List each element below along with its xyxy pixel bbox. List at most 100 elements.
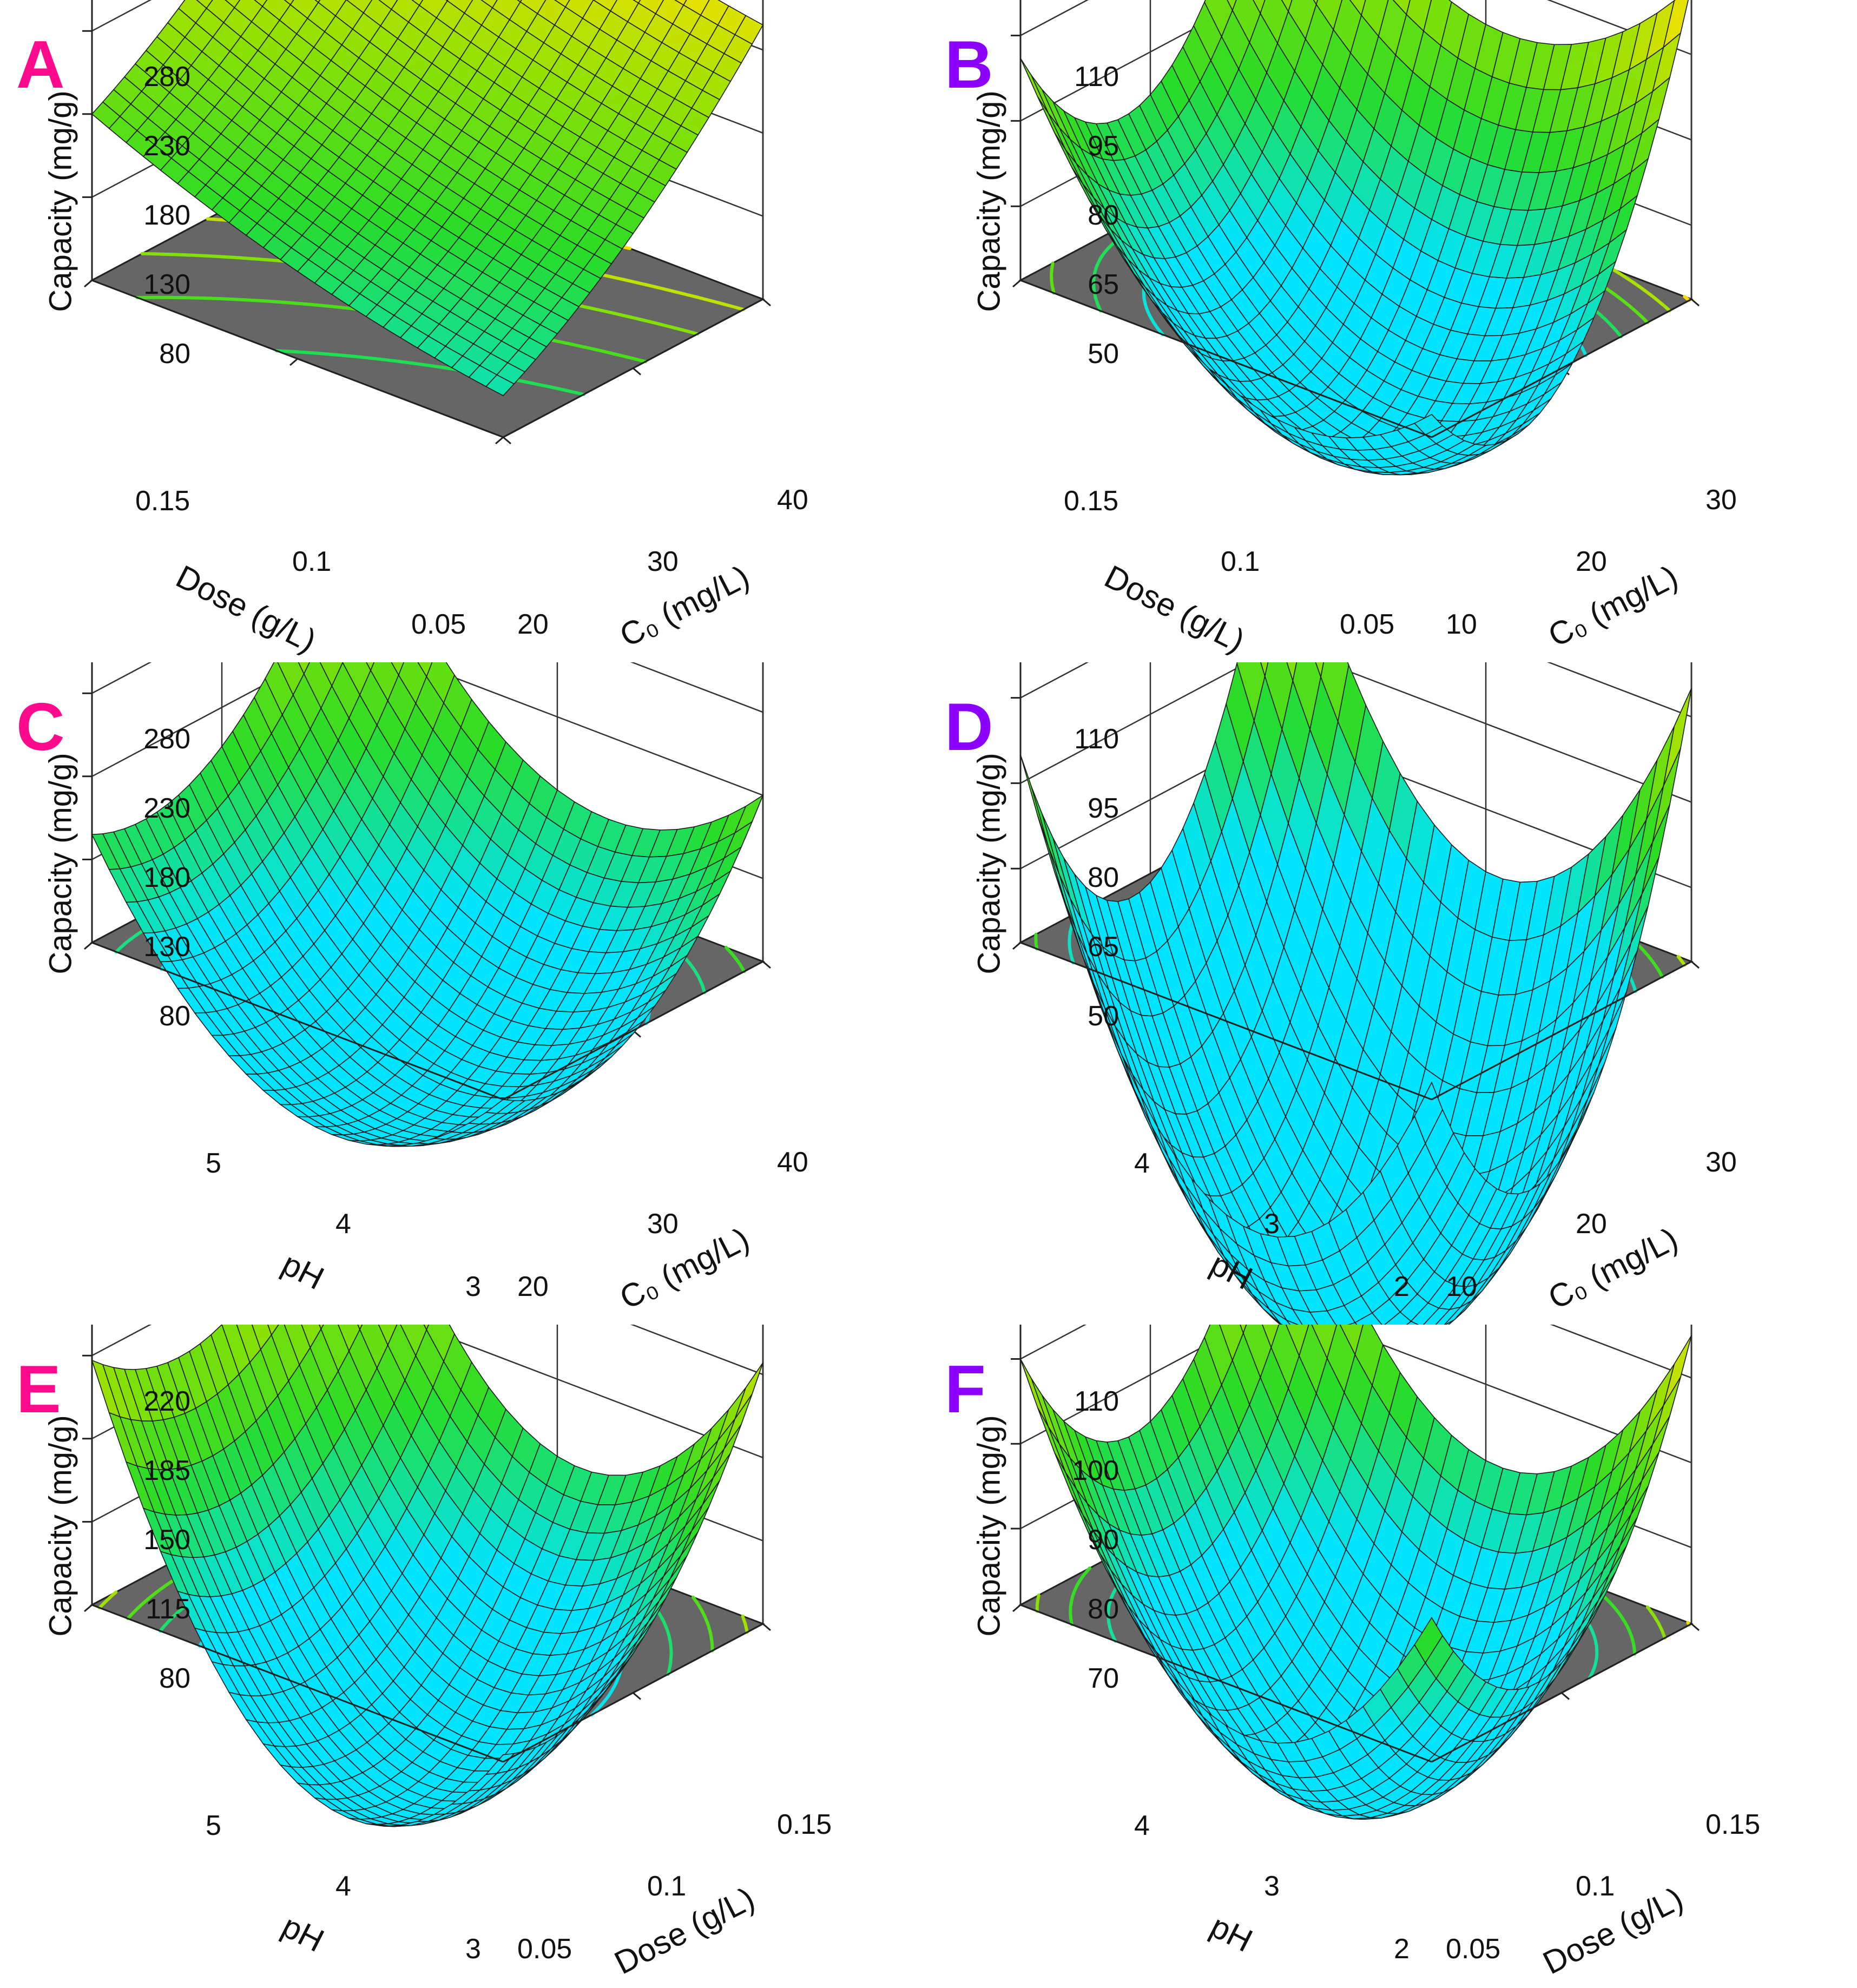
surface-cell-21-21 [366, 662, 375, 672]
surface-cell-0-0 [1414, 1617, 1443, 1664]
left-tick-f-3: 2 [1394, 1933, 1410, 1965]
front-edge-left [91, 1604, 504, 1763]
surface-cell-19-23 [423, 1325, 429, 1331]
z-tick-e-185: 185 [143, 1455, 190, 1486]
right-tick-c-3: 40 [777, 1147, 808, 1178]
z-gridline-2 [1020, 0, 1692, 55]
panel-letter-d: D [945, 690, 993, 765]
left-tick-c-1: 5 [206, 1148, 221, 1179]
z-tick-a-130: 130 [143, 269, 190, 300]
x-tick-mark-2 [1012, 279, 1021, 288]
x-tick-mark-1 [289, 358, 298, 366]
z-tick-e-220: 220 [143, 1386, 190, 1417]
left-tick-a-2: 0.1 [292, 546, 332, 577]
right-tick-a-2: 30 [647, 546, 679, 577]
surface-cell-18-22 [1349, 0, 1366, 17]
front-edge-right [503, 298, 763, 438]
z-tick-f-100: 100 [1072, 1455, 1119, 1486]
right-tick-b-2: 20 [1576, 546, 1607, 577]
surface-plot-c [82, 662, 771, 1147]
surface-cell-22-10 [225, 0, 241, 9]
panel-e: E Capacity (mg/g) 220 185 150 115 80 5 4… [0, 1325, 928, 1987]
panel-a: A Capacity (mg/g) 280 230 180 130 80 0.1… [0, 0, 928, 662]
y-tick-mark-1 [633, 367, 641, 376]
front-edge-left [1020, 279, 1432, 438]
panel-f: F Capacity (mg/g) 110 100 90 80 70 4 3 2… [928, 1325, 1857, 1987]
front-edge-left [1020, 942, 1432, 1101]
panel-letter-f: F [945, 1352, 986, 1427]
surface-plot-d [1011, 662, 1700, 1325]
left-tick-a-1: 0.15 [135, 485, 190, 517]
z-tick-b-95: 95 [1088, 130, 1119, 162]
right-tick-c-2: 30 [647, 1208, 679, 1240]
left-tick-b-2: 0.1 [1221, 546, 1260, 577]
z-tick-d-65: 65 [1088, 931, 1119, 963]
panel-c: C Capacity (mg/g) 280 230 180 130 80 5 4… [0, 662, 928, 1325]
right-tick-f-2: 0.1 [1576, 1871, 1615, 1902]
surface-cell-23-18 [1227, 0, 1237, 12]
z-tick-c-180: 180 [143, 862, 190, 893]
y-tick-mark-2 [762, 1623, 771, 1631]
right-tick-f-3: 0.15 [1705, 1809, 1761, 1840]
surface-mesh [1020, 1325, 1692, 1820]
z-gridline-2 [1020, 662, 1692, 717]
surface-cell-0-0 [485, 1099, 516, 1114]
x-tick-mark-2 [1012, 942, 1021, 950]
z-tick-a-280: 280 [143, 61, 190, 93]
right-tick-e-3: 0.15 [777, 1809, 832, 1840]
z-tick-d-110: 110 [1074, 723, 1119, 755]
right-tick-f-1: 0.05 [1446, 1933, 1501, 1965]
z-tick-b-50: 50 [1088, 338, 1119, 370]
x-tick-mark-2 [84, 279, 93, 288]
z-tick-f-90: 90 [1088, 1524, 1119, 1556]
right-tick-e-1: 0.05 [517, 1933, 572, 1965]
z-tick-d-80: 80 [1088, 862, 1119, 893]
left-tick-e-1: 5 [206, 1810, 221, 1841]
z-tick-c-80: 80 [159, 1000, 190, 1032]
z-gridline-2 [1020, 1325, 1692, 1379]
front-edge-right [503, 960, 763, 1101]
z-tick-a-230: 230 [143, 130, 190, 162]
y-tick-mark-2 [1691, 1623, 1700, 1631]
x-tick-mark-0 [495, 436, 504, 445]
right-tick-a-1: 20 [517, 609, 549, 640]
front-edge-right [1431, 298, 1692, 438]
surface-plot-e [82, 1325, 771, 1827]
front-edge-left [91, 279, 504, 438]
left-tick-b-1: 0.15 [1064, 485, 1119, 517]
surface-cell-22-19 [1253, 0, 1266, 15]
z-tick-a-180: 180 [143, 200, 190, 231]
surface-mesh [1020, 662, 1692, 1325]
left-tick-e-3: 3 [465, 1933, 481, 1965]
z-tick-d-95: 95 [1088, 793, 1119, 824]
z-tick-b-110: 110 [1074, 61, 1119, 93]
x-tick-mark-2 [1012, 1604, 1021, 1612]
z-tick-e-115: 115 [146, 1594, 190, 1625]
x-tick-mark-2 [84, 1604, 93, 1612]
surface-cell-21-20 [1281, 0, 1293, 13]
surface-mesh [1020, 0, 1689, 476]
right-tick-e-2: 0.1 [647, 1871, 687, 1902]
front-edge-right [1431, 1623, 1692, 1763]
surface-mesh [91, 0, 764, 397]
surface-plot-f [1011, 1325, 1700, 1820]
surface-cell-21-20 [357, 1325, 363, 1331]
surface-cell-5-6 [1406, 1320, 1419, 1325]
panel-letter-b: B [945, 28, 993, 102]
left-tick-c-2: 4 [335, 1208, 351, 1240]
panel-d: D Capacity (mg/g) 110 95 80 65 50 4 3 2 … [928, 662, 1857, 1325]
z-tick-f-70: 70 [1088, 1663, 1119, 1694]
y-tick-mark-2 [762, 960, 771, 969]
front-edge-right [503, 1623, 763, 1763]
left-tick-d-1: 4 [1134, 1148, 1150, 1179]
surface-cell-20-12 [284, 0, 294, 5]
right-tick-b-3: 30 [1705, 484, 1737, 516]
surface-cell-23-15 [267, 1325, 279, 1336]
right-tick-d-2: 20 [1576, 1208, 1607, 1240]
left-tick-f-1: 4 [1134, 1810, 1150, 1841]
surface-cell-19-23 [417, 662, 433, 678]
left-tick-c-3: 3 [465, 1271, 481, 1302]
z-tick-f-110: 110 [1074, 1386, 1119, 1417]
front-edge-right [1431, 960, 1692, 1101]
left-tick-d-3: 2 [1394, 1271, 1410, 1302]
